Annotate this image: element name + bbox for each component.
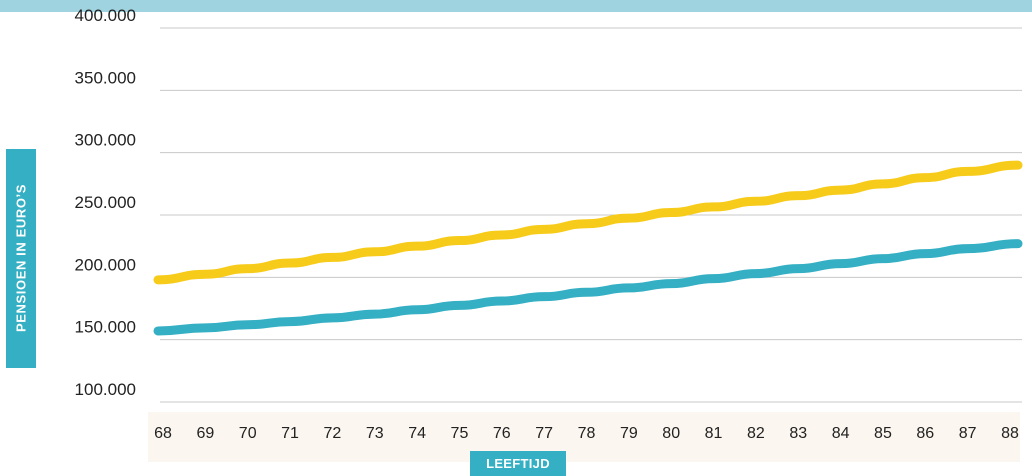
y-tick-label: 300.000 bbox=[75, 131, 136, 150]
top-banner bbox=[0, 0, 1032, 12]
x-tick-label: 77 bbox=[535, 425, 553, 442]
x-tick-label: 82 bbox=[747, 425, 765, 442]
x-tick-label: 83 bbox=[789, 425, 807, 442]
y-tick-label: 350.000 bbox=[75, 68, 136, 87]
x-tick-label: 71 bbox=[281, 425, 299, 442]
y-axis-label-box bbox=[6, 149, 36, 368]
x-tick-label: 81 bbox=[705, 425, 723, 442]
y-tick-label: 200.000 bbox=[75, 255, 136, 274]
y-tick-label: 250.000 bbox=[75, 193, 136, 212]
x-tick-label: 86 bbox=[916, 425, 934, 442]
x-tick-label: 68 bbox=[154, 425, 172, 442]
series-line-2 bbox=[153, 239, 1023, 336]
y-tick-labels: 100.000 150.000 200.000 250.000 300.000 350.0… bbox=[75, 6, 136, 399]
x-tick-label: 75 bbox=[451, 425, 469, 442]
x-tick-label: 70 bbox=[239, 425, 257, 442]
x-tick-label: 80 bbox=[662, 425, 680, 442]
x-tick-label: 88 bbox=[1001, 425, 1019, 442]
x-tick-label: 87 bbox=[959, 425, 977, 442]
y-tick-label: 150.000 bbox=[75, 318, 136, 337]
x-tick-labels: 68 69 70 71 72 73 74 75 76 77 78 79 80 81 82 83 84 85 86 87… bbox=[154, 425, 1019, 442]
x-tick-label: 74 bbox=[408, 425, 426, 442]
series-line-1 bbox=[153, 160, 1023, 285]
x-tick-label: 72 bbox=[324, 425, 342, 442]
y-tick-label: 400.000 bbox=[75, 6, 136, 25]
x-tick-label: 79 bbox=[620, 425, 638, 442]
y-tick-label: 100.000 bbox=[75, 380, 136, 399]
x-axis-label: LEEFTIJD bbox=[470, 451, 566, 476]
x-tick-label: 76 bbox=[493, 425, 511, 442]
x-tick-label: 84 bbox=[832, 425, 850, 442]
x-tick-label: 69 bbox=[196, 425, 214, 442]
x-tick-label: 73 bbox=[366, 425, 384, 442]
gridlines bbox=[160, 27, 1022, 403]
x-axis-band bbox=[148, 412, 1020, 462]
series-lines bbox=[153, 160, 1023, 336]
x-tick-label: 78 bbox=[578, 425, 596, 442]
x-tick-label: 85 bbox=[874, 425, 892, 442]
